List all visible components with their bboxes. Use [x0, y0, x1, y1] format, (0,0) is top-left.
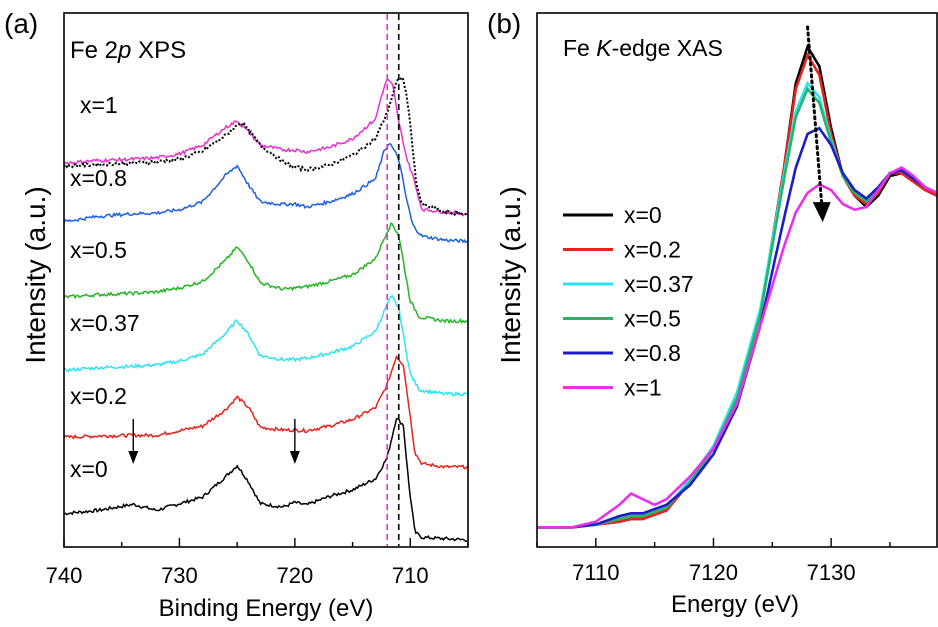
satellite-arrow-1: [289, 419, 300, 464]
panel-b-frame: [536, 12, 938, 548]
legend-label: x=0: [624, 202, 662, 228]
x-tick-label: 730: [161, 563, 198, 588]
legend-entry: x=0.8: [563, 340, 681, 366]
series-line-x-0-5: [64, 222, 468, 325]
series-label: x=1: [80, 92, 118, 118]
panel-b-label: (b): [487, 8, 521, 39]
series-label: x=0: [70, 456, 108, 482]
series-line-x-0-2: [64, 354, 468, 470]
series-line-x-0: [537, 43, 937, 529]
panel-a: 740 730 720 710 (a) Fe 2p XPS Binding Energ…: [4, 8, 469, 622]
panel-a-curves: [64, 75, 468, 542]
panel-a-x-ticks: 740 730 720 710: [46, 538, 469, 588]
legend-label: x=0.37: [624, 271, 694, 297]
panel-b-x-ticks: 7110 7120 7130: [536, 538, 891, 585]
series-line-x-0-37: [537, 80, 937, 529]
legend-entry: x=0: [563, 202, 662, 228]
x-tick-label: 740: [46, 563, 83, 588]
series-line-x-1: [64, 78, 468, 217]
series-label: x=0.37: [70, 310, 140, 336]
legend-label: x=0.2: [624, 237, 681, 263]
panel-a-y-axis-label: Intensity (a.u.): [20, 186, 51, 363]
panel-b-overlay: [806, 25, 831, 223]
panel-a-x-axis-label: Binding Energy (eV): [159, 595, 374, 622]
trend-arrow: [806, 25, 831, 223]
x-tick-label: 710: [392, 563, 429, 588]
panel-a-overlay: [128, 14, 400, 546]
series-label: x=0.2: [70, 383, 127, 409]
panel-a-label: (a): [4, 8, 38, 39]
legend-label: x=0.5: [624, 306, 681, 332]
series-line-x-0-8: [64, 142, 468, 244]
panel-a-frame: [63, 12, 469, 548]
x-tick-label: 7110: [572, 560, 619, 585]
satellite-arrow-0: [128, 419, 139, 464]
panel-a-title: Fe 2p XPS: [70, 37, 186, 64]
panel-b-y-axis-label: Intensity (a.u.): [495, 186, 526, 363]
series-line-x-0-37: [64, 294, 468, 397]
panel-b-x-axis-label: Energy (eV): [671, 591, 799, 618]
panel-b-curves: [537, 43, 937, 529]
legend-entry: x=0.37: [563, 271, 694, 297]
legend-label: x=0.8: [624, 340, 681, 366]
panel-a-series-labels: x=0 x=0.2 x=0.37 x=0.5 x=0.8 x=1: [70, 92, 140, 482]
panel-b-title: Fe K-edge XAS: [563, 35, 723, 61]
x-tick-label: 7120: [689, 560, 738, 585]
series-line-reference-dotted: [64, 75, 468, 217]
legend-entry: x=1: [563, 375, 662, 401]
legend-entry: x=0.2: [563, 237, 681, 263]
x-tick-label: 7130: [807, 560, 856, 585]
legend-label: x=1: [624, 375, 662, 401]
series-line-x-0-5: [537, 86, 937, 529]
x-tick-label: 720: [276, 563, 313, 588]
series-line-x-1: [537, 166, 937, 529]
series-label: x=0.5: [70, 237, 127, 263]
series-line-x-0-8: [537, 126, 937, 529]
panel-b: 7110 7120 7130 (b) Fe K-edge XAS Energy (e…: [487, 8, 938, 618]
legend-entry: x=0.5: [563, 306, 681, 332]
panel-b-legend: x=0 x=0.2 x=0.37 x=0.5 x=0.8 x=1: [563, 202, 694, 401]
series-line-x-0: [64, 417, 468, 542]
series-line-x-0-2: [537, 52, 937, 529]
series-label: x=0.8: [70, 165, 127, 191]
